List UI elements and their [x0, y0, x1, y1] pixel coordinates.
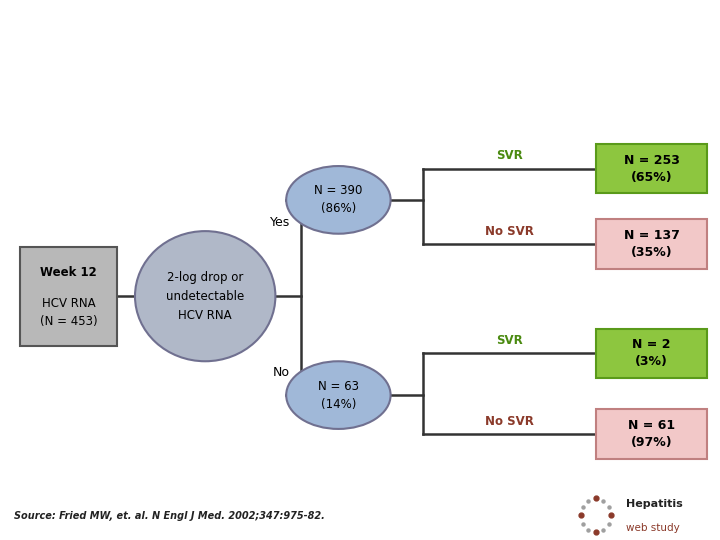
FancyBboxPatch shape: [596, 144, 708, 193]
Ellipse shape: [287, 361, 391, 429]
Text: 2-log drop or
undetectable
HCV RNA: 2-log drop or undetectable HCV RNA: [166, 271, 244, 322]
Text: Peginterferon alfa-2a + Ribavirin for Chronic HCV: Peginterferon alfa-2a + Ribavirin for Ch…: [129, 26, 591, 45]
Text: Week 12: Week 12: [40, 266, 96, 279]
Text: N = 137
(35%): N = 137 (35%): [624, 229, 680, 259]
Text: SVR: SVR: [496, 334, 523, 347]
FancyBboxPatch shape: [596, 409, 708, 459]
Text: No: No: [273, 367, 289, 380]
FancyBboxPatch shape: [596, 329, 708, 378]
Text: No SVR: No SVR: [485, 415, 534, 428]
FancyBboxPatch shape: [19, 247, 117, 346]
Text: Source: Fried MW, et. al. N Engl J Med. 2002;347:975-82.: Source: Fried MW, et. al. N Engl J Med. …: [14, 511, 325, 521]
Text: N = 390
(86%): N = 390 (86%): [314, 184, 363, 215]
Ellipse shape: [135, 231, 276, 361]
Text: N = 2
(3%): N = 2 (3%): [632, 339, 671, 368]
Text: HCV RNA
(N = 453): HCV RNA (N = 453): [40, 298, 97, 328]
Text: web study: web study: [626, 523, 680, 533]
Text: N = 61
(97%): N = 61 (97%): [628, 419, 675, 449]
FancyBboxPatch shape: [596, 219, 708, 269]
Text: No SVR: No SVR: [485, 225, 534, 238]
Text: N = 253
(65%): N = 253 (65%): [624, 154, 680, 184]
Text: SVR: SVR: [496, 150, 523, 163]
Text: N = 63
(14%): N = 63 (14%): [318, 380, 359, 410]
Text: Predictive Value of Early Virologic Response: Predictive Value of Early Virologic Resp…: [156, 58, 564, 78]
Ellipse shape: [287, 166, 391, 234]
Text: Yes: Yes: [269, 215, 289, 228]
Text: Hepatitis: Hepatitis: [626, 498, 683, 509]
